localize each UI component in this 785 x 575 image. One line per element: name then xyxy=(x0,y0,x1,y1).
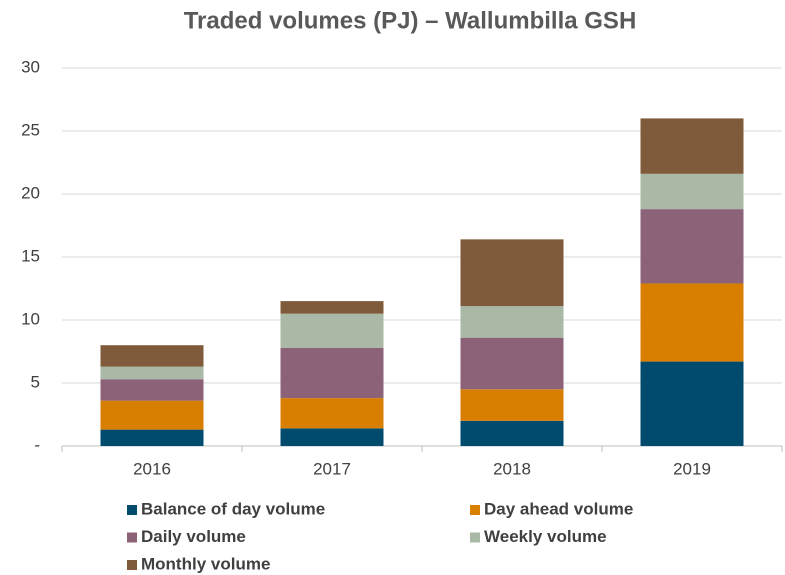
bar-segment xyxy=(460,420,564,446)
x-tick-label: 2019 xyxy=(673,459,711,478)
x-tick-label: 2018 xyxy=(493,459,531,478)
legend-swatch xyxy=(127,560,137,570)
bar-segment xyxy=(640,361,744,446)
y-tick-label: 5 xyxy=(31,372,40,391)
bar-segment xyxy=(280,398,384,429)
legend-label: Daily volume xyxy=(141,527,246,546)
legend-label: Day ahead volume xyxy=(484,499,633,518)
y-tick-label: 25 xyxy=(21,120,40,139)
bar-segment xyxy=(280,347,384,399)
y-tick-label: 10 xyxy=(21,309,40,328)
x-tick-label: 2016 xyxy=(133,459,171,478)
y-tick-label: 20 xyxy=(21,183,40,202)
bar-segment xyxy=(100,379,204,401)
bar-segment xyxy=(100,366,204,380)
legend-swatch xyxy=(470,505,480,515)
bar-segment xyxy=(640,209,744,284)
bar-segment xyxy=(640,283,744,362)
y-tick-label: 30 xyxy=(21,57,40,76)
legend-label: Monthly volume xyxy=(141,554,270,573)
bar-segment xyxy=(100,345,204,367)
bar-segment xyxy=(100,400,204,430)
bar-segment xyxy=(640,118,744,174)
bar-segment xyxy=(280,301,384,314)
bar-segment xyxy=(460,239,564,307)
legend-swatch xyxy=(470,532,480,543)
bar-segment xyxy=(280,313,384,348)
y-tick-label: - xyxy=(34,435,40,454)
bar-segment xyxy=(100,429,204,446)
bar-segment xyxy=(460,389,564,421)
bar-segment xyxy=(460,306,564,338)
legend-label: Balance of day volume xyxy=(141,499,325,518)
x-tick-label: 2017 xyxy=(313,459,351,478)
bar-segment xyxy=(640,173,744,210)
legend-swatch xyxy=(127,532,137,543)
y-tick-label: 15 xyxy=(21,246,40,265)
chart-title: Traded volumes (PJ) – Wallumbilla GSH xyxy=(184,7,637,34)
legend-label: Weekly volume xyxy=(484,527,607,546)
legend-swatch xyxy=(127,505,137,515)
bar-segment xyxy=(460,337,564,390)
bar-segment xyxy=(280,428,384,446)
